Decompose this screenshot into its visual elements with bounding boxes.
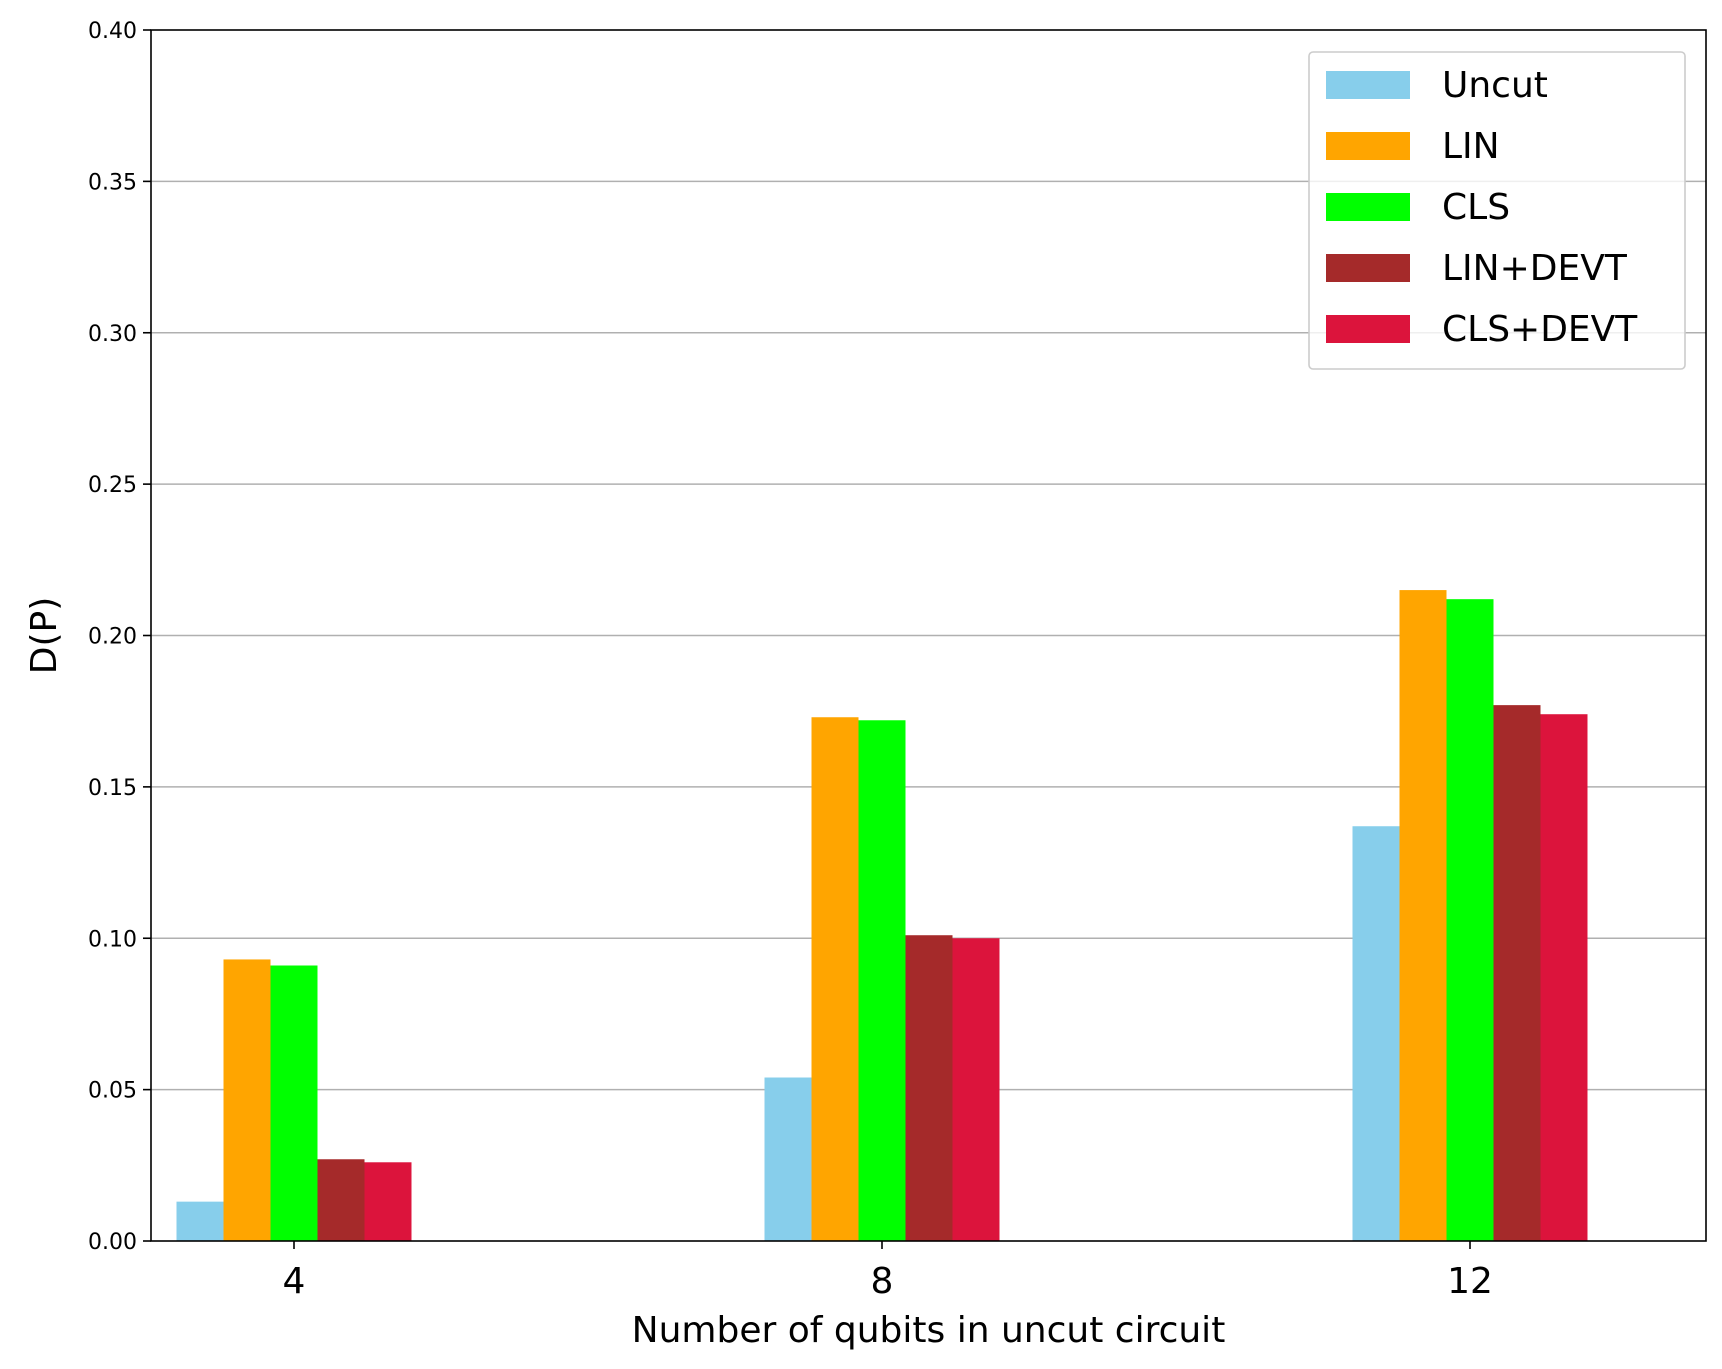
bar	[223, 959, 271, 1241]
bar	[764, 1077, 812, 1241]
y-tick-label: 0.05	[88, 1079, 137, 1104]
y-tick-label: 0.35	[88, 170, 137, 195]
legend-label: Uncut	[1442, 65, 1548, 106]
y-tick-label: 0.20	[88, 625, 137, 650]
legend-swatch	[1326, 132, 1410, 160]
y-axis-title: D(P)	[24, 597, 65, 675]
y-tick-label: 0.40	[88, 19, 137, 44]
bar	[811, 717, 859, 1241]
bar	[364, 1162, 412, 1241]
x-tick-label: 4	[283, 1261, 306, 1302]
legend-box	[1308, 51, 1686, 370]
x-axis-title: Number of qubits in uncut circuit	[632, 1310, 1226, 1351]
legend-label: LIN	[1442, 126, 1500, 167]
legend-swatch	[1326, 254, 1410, 282]
y-tick-label: 0.25	[88, 473, 137, 498]
bar	[1493, 705, 1541, 1241]
y-axis: 0.00 0.05 0.10 0.15 0.20 0.25 0.30 0.35 0.40	[88, 19, 151, 1255]
legend-label: CLS+DEVT	[1442, 309, 1638, 350]
bar	[1352, 826, 1400, 1241]
bars	[176, 590, 1588, 1241]
legend-swatch	[1326, 71, 1410, 99]
x-tick-label: 8	[871, 1261, 894, 1302]
legend-label: LIN+DEVT	[1442, 248, 1628, 289]
bar	[1446, 599, 1494, 1241]
bar	[1540, 714, 1588, 1241]
bar	[176, 1201, 224, 1241]
bar	[317, 1159, 365, 1241]
y-tick-label: 0.15	[88, 776, 137, 801]
bar	[1399, 590, 1447, 1241]
bar	[270, 965, 318, 1241]
y-tick-label: 0.30	[88, 322, 137, 347]
bar	[952, 938, 1000, 1241]
legend-label: CLS	[1442, 187, 1510, 228]
legend-swatch	[1326, 315, 1410, 343]
grid-lines	[151, 180, 1706, 1091]
legend-swatch	[1326, 193, 1410, 221]
x-axis: 4 8 12	[283, 1241, 1493, 1302]
x-tick-label: 12	[1447, 1261, 1493, 1302]
bar	[858, 720, 906, 1241]
y-tick-label: 0.10	[88, 927, 137, 952]
legend: Uncut LIN CLS LIN+DEVT CLS+DEVT	[1308, 51, 1686, 370]
y-tick-label: 0.00	[88, 1230, 137, 1255]
bar	[905, 935, 953, 1241]
